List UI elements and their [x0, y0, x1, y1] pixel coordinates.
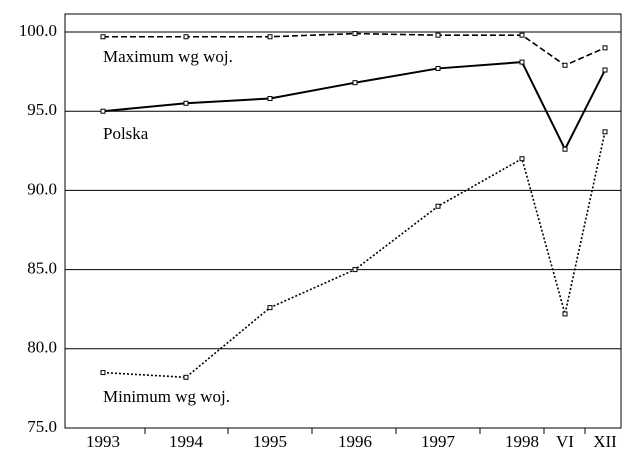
point-marker [183, 100, 189, 106]
series-line [102, 61, 606, 152]
point-marker [519, 59, 525, 65]
y-tick-label: 95.0 [27, 100, 57, 119]
y-tick-label: 80.0 [27, 338, 57, 357]
point-marker [562, 311, 568, 317]
point-marker [100, 34, 106, 40]
point-marker [435, 65, 441, 71]
y-tick-label: 100.0 [19, 21, 57, 40]
point-marker [602, 45, 608, 51]
point-marker [352, 80, 358, 86]
series-label: Polska [103, 124, 149, 143]
series-label: Maximum wg woj. [103, 47, 233, 66]
point-marker [100, 370, 106, 376]
series-line [102, 131, 606, 379]
y-tick-label: 75.0 [27, 417, 57, 436]
point-marker [602, 129, 608, 135]
x-tick-label: 1998 [505, 432, 539, 451]
point-marker [267, 96, 273, 102]
x-tick-label: VI [556, 432, 574, 451]
point-marker [267, 34, 273, 40]
x-tick-label: XII [593, 432, 617, 451]
x-tick-label: 1994 [169, 432, 204, 451]
series-line [103, 32, 606, 67]
x-tick-label: 1993 [86, 432, 120, 451]
x-tick-label: 1997 [421, 432, 456, 451]
point-marker [183, 374, 189, 380]
point-marker [602, 67, 608, 73]
y-tick-label: 85.0 [27, 259, 57, 278]
point-marker [435, 203, 441, 209]
point-marker [519, 32, 525, 38]
x-tick-label: 1996 [338, 432, 372, 451]
point-marker [562, 62, 568, 68]
point-marker [100, 108, 106, 114]
point-marker [267, 305, 273, 311]
point-marker [562, 146, 568, 152]
point-marker [352, 31, 358, 37]
point-marker [352, 267, 358, 273]
point-marker [435, 32, 441, 38]
x-tick-label: 1995 [253, 432, 287, 451]
y-tick-label: 90.0 [27, 179, 57, 198]
point-marker [183, 34, 189, 40]
series-label: Minimum wg woj. [103, 387, 230, 406]
point-marker [519, 156, 525, 162]
plot-frame [64, 13, 622, 429]
